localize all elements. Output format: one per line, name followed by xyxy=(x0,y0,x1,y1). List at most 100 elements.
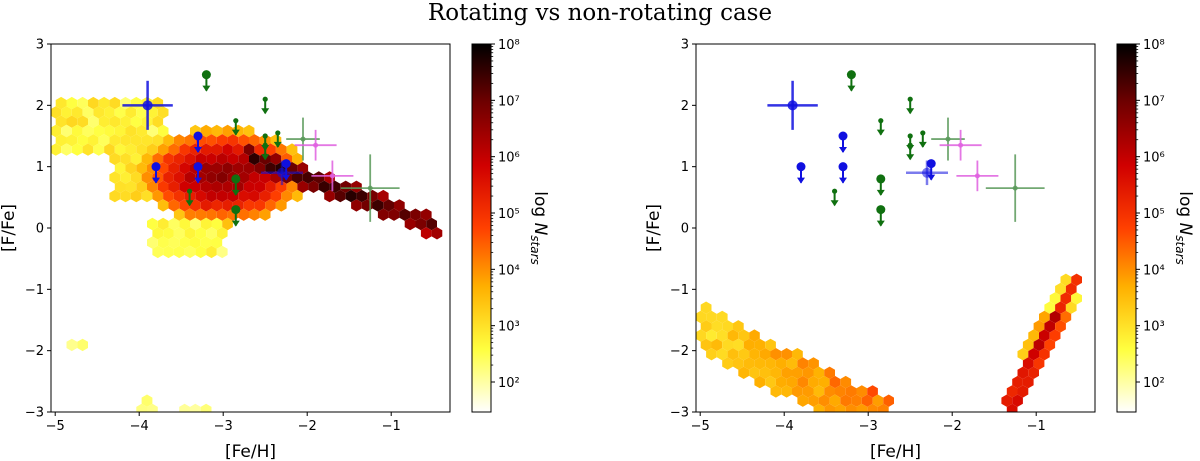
data-point xyxy=(187,188,193,194)
upper-limit-arrow xyxy=(906,108,915,115)
hexbin-cell xyxy=(173,227,185,240)
hexbin-cell xyxy=(179,180,190,193)
hexbin-cell xyxy=(254,162,266,175)
hexbin-cell xyxy=(216,171,228,184)
hexbin-cell xyxy=(104,124,115,138)
hexbin-cell xyxy=(66,96,78,110)
hexbin-cell xyxy=(845,403,857,412)
hexbin-cell xyxy=(1071,292,1082,305)
hexbin-cell xyxy=(877,403,889,412)
hexbin-cell xyxy=(254,199,266,212)
hexbin-cell xyxy=(808,375,819,389)
hexbin-cell xyxy=(733,320,744,333)
data-point xyxy=(838,131,848,141)
hexbin-cell xyxy=(265,180,276,193)
hexbin-cell xyxy=(157,217,169,231)
hexbin-cell xyxy=(211,180,223,193)
left-panel: −5 −4 −3 −2 −1 −3 −2 −1 0 1 2 3 [Fe/H] [F/Fe] 10² 10³ 10… xyxy=(0,38,550,461)
colorbar-tick-label: 10⁶ xyxy=(498,151,520,166)
hexbin-cell xyxy=(1033,357,1045,370)
data-points xyxy=(122,70,400,227)
hexbin-cell xyxy=(157,106,169,119)
hexbin-cell xyxy=(835,403,846,412)
data-point xyxy=(838,162,848,172)
data-point xyxy=(958,142,964,148)
hexbin-cell xyxy=(147,124,158,138)
hexbin-cell xyxy=(141,171,153,184)
upper-limit-arrow xyxy=(231,189,240,196)
hexbin-cell xyxy=(147,403,158,412)
hexbin-cell xyxy=(168,162,180,175)
hexbin-cell xyxy=(1001,394,1013,407)
upper-limit-arrow xyxy=(261,108,270,115)
hexbin-cell xyxy=(61,143,72,156)
hexbin-cell xyxy=(394,199,405,212)
hexbin-cell xyxy=(125,106,137,119)
data-point xyxy=(920,130,926,136)
hexbin-cell xyxy=(222,143,233,156)
hexbin-cell xyxy=(152,115,164,128)
data-point xyxy=(277,167,287,178)
hexbin-cell xyxy=(206,152,217,166)
data-point xyxy=(907,142,913,148)
y-tick-label: −3 xyxy=(670,406,689,421)
hexbin-cell xyxy=(200,180,212,193)
hexbin-cell xyxy=(1044,338,1056,352)
hexbin-cell xyxy=(781,348,792,361)
colorbar-tick-label: 10⁶ xyxy=(1143,151,1165,166)
colorbar-tick-label: 10⁸ xyxy=(498,38,520,53)
hexbin-cell xyxy=(55,134,67,147)
hexbin-cell xyxy=(308,180,319,193)
hexbin-cell xyxy=(184,171,196,184)
x-tick-label: −2 xyxy=(943,419,962,434)
hexbin-cell xyxy=(200,162,212,175)
hexbin-cell xyxy=(297,162,309,175)
hexbin-cell xyxy=(249,171,260,184)
hexbin-cell xyxy=(706,310,717,324)
x-tick-label: −1 xyxy=(1027,419,1046,434)
hexbin-cell xyxy=(813,366,825,379)
data-point xyxy=(193,162,203,172)
hexbin-cell xyxy=(136,403,147,412)
hexbin-cell xyxy=(55,115,67,128)
upper-limit-arrow xyxy=(273,141,282,148)
hexbin-cell xyxy=(383,199,394,212)
hexbin-cell xyxy=(211,236,223,249)
hexbin-cell xyxy=(211,143,223,156)
upper-limit-arrow xyxy=(797,177,805,184)
hexbin-cell xyxy=(259,189,271,203)
hexbin-cell xyxy=(206,171,217,184)
data-points xyxy=(767,70,1045,227)
upper-limit-arrow xyxy=(194,147,202,153)
hexbin-cell xyxy=(88,96,99,110)
hexbin-cell xyxy=(195,227,207,240)
hexbin-cell xyxy=(243,199,255,212)
hexbin-cell xyxy=(334,189,346,203)
hexbin-cell xyxy=(114,143,126,156)
hexbin-cell xyxy=(733,357,744,370)
hexbin-cell xyxy=(82,124,94,138)
hexbin-cell xyxy=(190,199,201,212)
upper-limit-arrow xyxy=(918,141,927,148)
hexbin-cell xyxy=(249,189,260,203)
y-tick-label: −2 xyxy=(25,344,44,359)
hexbin-cell xyxy=(420,208,432,221)
colorbar-tick-label: 10⁷ xyxy=(498,94,520,109)
hexbin-cell xyxy=(147,217,158,231)
hexbin-cell xyxy=(1055,282,1066,296)
hexbin-cell xyxy=(249,208,260,221)
colorbar-tick-label: 10⁵ xyxy=(498,207,520,222)
hexbin-cell xyxy=(711,320,723,333)
hexbin-cell xyxy=(98,96,110,110)
hexbin-cell xyxy=(797,394,809,407)
hexbin-cell xyxy=(861,394,873,407)
hexbin-cell xyxy=(835,385,846,398)
data-point xyxy=(876,205,886,215)
hexbin-cell xyxy=(77,96,88,110)
hexbin-cell xyxy=(297,180,309,193)
hexbin-cell xyxy=(883,394,894,407)
hexbin-cell xyxy=(749,329,760,342)
hexbin-cell xyxy=(1028,348,1039,361)
hexbin-cell xyxy=(130,152,142,166)
